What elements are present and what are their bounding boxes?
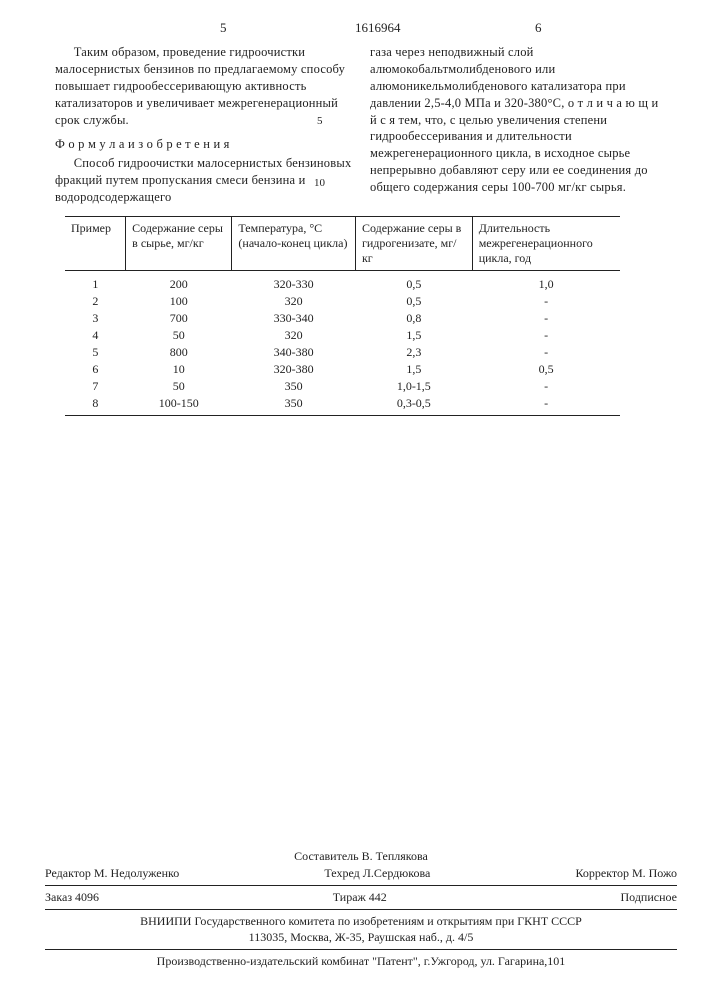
table-cell: 0,5 [355,293,472,310]
table-cell: 800 [126,344,232,361]
table-cell: 320-380 [232,361,356,378]
table-cell: - [472,310,620,327]
page-num-left: 5 [220,20,227,36]
press-line: Производственно-издательский комбинат "П… [45,953,677,970]
footer-block: Составитель В. Теплякова Редактор М. Нед… [45,848,677,970]
left-para-1: Таким образом, проведение гидроочистки м… [55,44,352,128]
table-cell: - [472,378,620,395]
table-cell: 700 [126,310,232,327]
table-row: 610320-3801,50,5 [65,361,620,378]
tirazh-line: Тираж 442 [99,889,620,906]
table-cell: 4 [65,327,126,344]
table-cell: 350 [232,395,356,416]
table-row: 4503201,5- [65,327,620,344]
col-header: Температура, °С (начало-конец цикла) [232,216,356,270]
table-cell: 0,5 [355,270,472,293]
table-cell: 7 [65,378,126,395]
col-header: Пример [65,216,126,270]
org-line-2: 113035, Москва, Ж-35, Раушская наб., д. … [45,929,677,946]
left-column: Таким образом, проведение гидроочистки м… [55,44,352,206]
sign-line: Подписное [621,889,678,906]
table-cell: 350 [232,378,356,395]
org-line-1: ВНИИПИ Государственного комитета по изоб… [45,913,677,930]
table-cell: 2,3 [355,344,472,361]
body-columns: Таким образом, проведение гидроочистки м… [55,44,667,206]
table-cell: 50 [126,378,232,395]
table-cell: - [472,327,620,344]
table-cell: 100 [126,293,232,310]
line-number-5: 5 [317,115,323,127]
table-cell: 330-340 [232,310,356,327]
table-cell: 8 [65,395,126,416]
page-header: 5 1616964 6 [55,20,667,38]
table-cell: 1,0 [472,270,620,293]
table-cell: 100-150 [126,395,232,416]
compiler-line: Составитель В. Теплякова [45,848,677,865]
right-column: газа через неподвижный слой алюмокобальт… [370,44,667,206]
col-header: Содержание серы в гидрогенизате, мг/кг [355,216,472,270]
table-cell: 1,5 [355,361,472,378]
table-row: 7503501,0-1,5- [65,378,620,395]
table-row: 8100-1503500,3-0,5- [65,395,620,416]
table-cell: 320 [232,293,356,310]
editor-line: Редактор М. Недолуженко [45,865,179,882]
table-cell: 10 [126,361,232,378]
table-cell: 1,5 [355,327,472,344]
formula-heading: Ф о р м у л а и з о б р е т е н и я [55,136,352,153]
table-row: 21003200,5- [65,293,620,310]
table-cell: 5 [65,344,126,361]
table-cell: 3 [65,310,126,327]
table-cell: 50 [126,327,232,344]
corrector-line: Корректор М. Пожо [575,865,677,882]
tech-line: Техред Л.Сердюкова [179,865,575,882]
table-cell: 0,8 [355,310,472,327]
col-header: Содержание серы в сырье, мг/кг [126,216,232,270]
table-cell: 0,5 [472,361,620,378]
table-header-row: Пример Содержание серы в сырье, мг/кг Те… [65,216,620,270]
data-table: Пример Содержание серы в сырье, мг/кг Те… [65,216,620,416]
table-row: 1200320-3300,51,0 [65,270,620,293]
table-cell: 2 [65,293,126,310]
table-cell: 320-330 [232,270,356,293]
table-cell: 0,3-0,5 [355,395,472,416]
table-row: 3700330-3400,8- [65,310,620,327]
table-cell: 1,0-1,5 [355,378,472,395]
col-header: Длительность межрегенерационного цикла, … [472,216,620,270]
table-cell: 1 [65,270,126,293]
right-para-1: газа через неподвижный слой алюмокобальт… [370,44,667,196]
line-number-10: 10 [314,177,325,189]
table-row: 5800340-3802,3- [65,344,620,361]
table-cell: - [472,344,620,361]
table-cell: - [472,293,620,310]
page-num-right: 6 [535,20,542,36]
table-cell: 6 [65,361,126,378]
table-cell: 320 [232,327,356,344]
doc-number: 1616964 [355,20,401,36]
left-para-2: Способ гидроочистки малосернистых бензин… [55,155,352,206]
table-cell: 200 [126,270,232,293]
order-line: Заказ 4096 [45,889,99,906]
table-cell: 340-380 [232,344,356,361]
table-cell: - [472,395,620,416]
